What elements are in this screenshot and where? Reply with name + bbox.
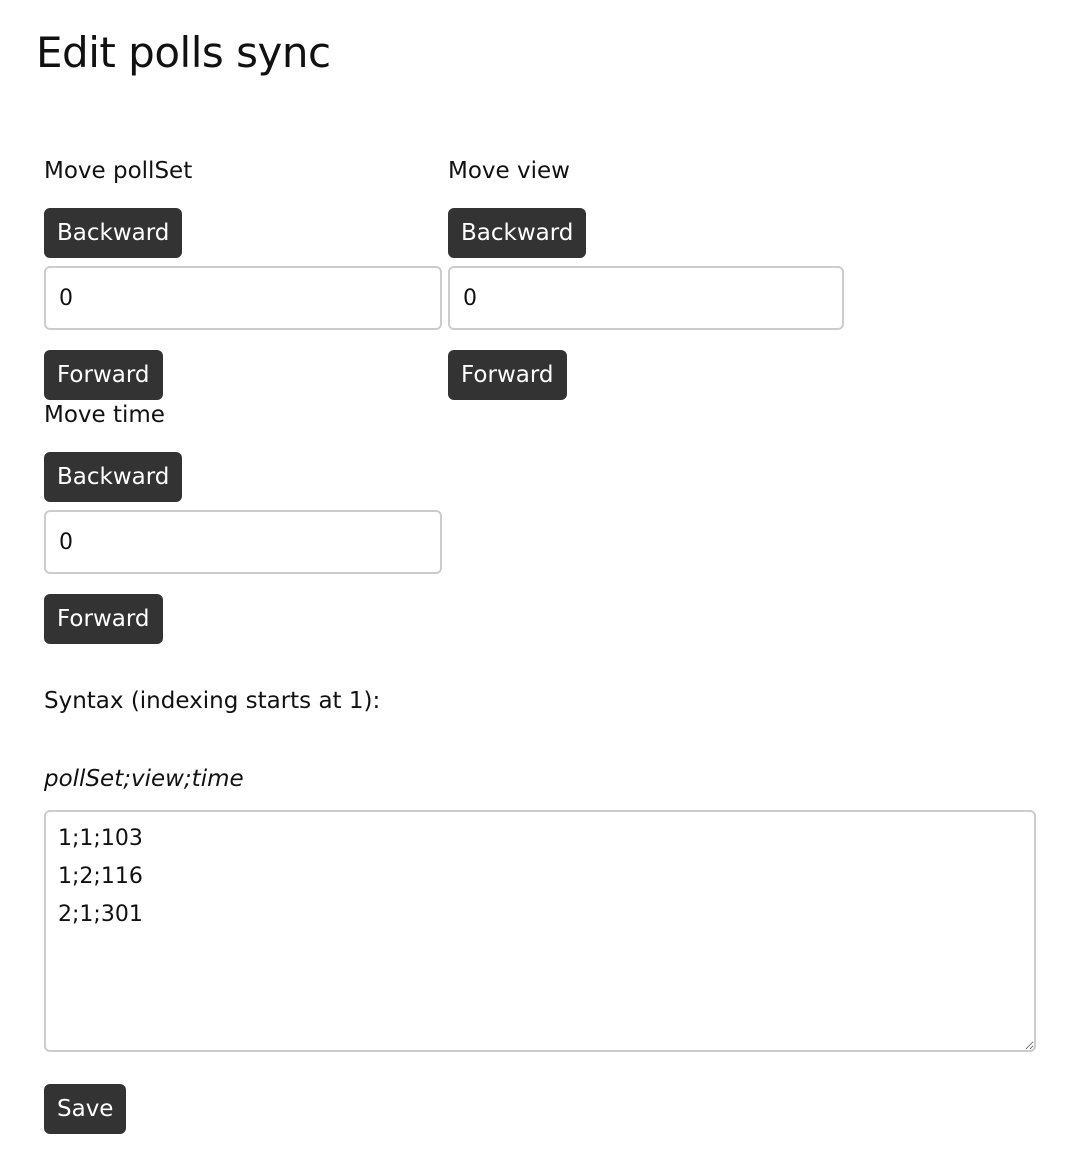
view-forward-button[interactable]: Forward: [448, 350, 567, 400]
pollset-backward-button[interactable]: Backward: [44, 208, 183, 258]
move-pollset-label: Move pollSet: [44, 158, 193, 184]
move-time-label: Move time: [44, 402, 165, 428]
time-offset-input[interactable]: [44, 510, 442, 574]
pollset-offset-input[interactable]: [44, 266, 442, 330]
syntax-heading: Syntax (indexing starts at 1):: [44, 688, 381, 714]
page-title: Edit polls sync: [36, 28, 331, 77]
time-backward-button[interactable]: Backward: [44, 452, 183, 502]
move-view-label: Move view: [448, 158, 570, 184]
sync-textarea[interactable]: 1;1;103 1;2;116 2;1;301: [44, 810, 1036, 1052]
view-backward-button[interactable]: Backward: [448, 208, 587, 258]
pollset-forward-button[interactable]: Forward: [44, 350, 163, 400]
view-offset-input[interactable]: [448, 266, 844, 330]
syntax-format: pollSet;view;time: [44, 766, 244, 792]
save-button[interactable]: Save: [44, 1084, 127, 1134]
time-forward-button[interactable]: Forward: [44, 594, 163, 644]
